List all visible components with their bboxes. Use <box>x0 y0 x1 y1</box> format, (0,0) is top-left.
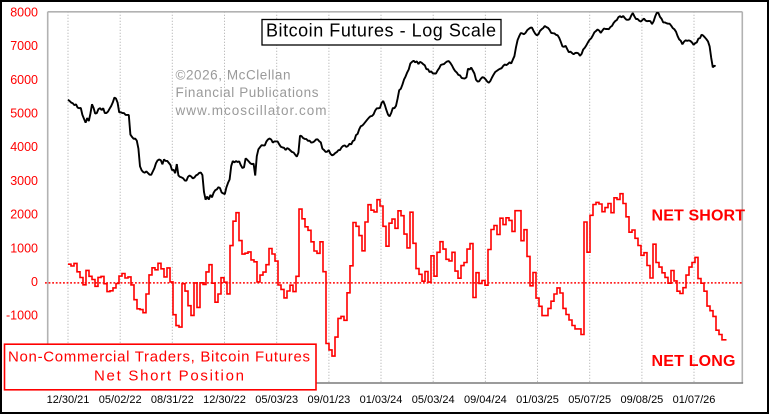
svg-text:09/08/25: 09/08/25 <box>620 394 663 406</box>
svg-text:09/01/23: 09/01/23 <box>307 394 350 406</box>
svg-text:Bitcoin Futures - Log Scale: Bitcoin Futures - Log Scale <box>266 20 496 40</box>
svg-text:-1000: -1000 <box>6 309 38 323</box>
svg-text:2000: 2000 <box>10 208 38 222</box>
svg-text:05/02/22: 05/02/22 <box>99 394 142 406</box>
svg-text:01/07/26: 01/07/26 <box>673 394 716 406</box>
svg-text:12/30/22: 12/30/22 <box>203 394 246 406</box>
svg-text:08/31/22: 08/31/22 <box>151 394 194 406</box>
svg-text:3000: 3000 <box>10 174 38 188</box>
svg-text:6000: 6000 <box>10 73 38 87</box>
svg-text:1000: 1000 <box>10 241 38 255</box>
svg-text:09/04/24: 09/04/24 <box>464 394 507 406</box>
svg-text:05/07/25: 05/07/25 <box>568 394 611 406</box>
svg-text:05/03/24: 05/03/24 <box>412 394 455 406</box>
svg-text:www.mcoscillator.com: www.mcoscillator.com <box>175 103 327 118</box>
svg-text:Financial Publications: Financial Publications <box>176 85 319 100</box>
svg-text:12/30/21: 12/30/21 <box>47 394 90 406</box>
svg-text:8000: 8000 <box>10 5 38 19</box>
svg-text:4000: 4000 <box>10 140 38 154</box>
svg-text:©2026, McClellan: ©2026, McClellan <box>176 68 291 83</box>
svg-text:Net Short Position: Net Short Position <box>94 368 244 385</box>
svg-text:Non-Commercial Traders, Bitcoi: Non-Commercial Traders, Bitcoin Futures <box>8 349 310 366</box>
svg-text:01/03/24: 01/03/24 <box>360 394 403 406</box>
svg-text:5000: 5000 <box>10 107 38 121</box>
svg-text:01/03/25: 01/03/25 <box>516 394 559 406</box>
svg-text:05/03/23: 05/03/23 <box>255 394 298 406</box>
svg-text:0: 0 <box>31 275 38 289</box>
svg-text:NET SHORT: NET SHORT <box>652 208 746 225</box>
svg-text:NET LONG: NET LONG <box>652 353 736 370</box>
svg-text:7000: 7000 <box>10 39 38 53</box>
